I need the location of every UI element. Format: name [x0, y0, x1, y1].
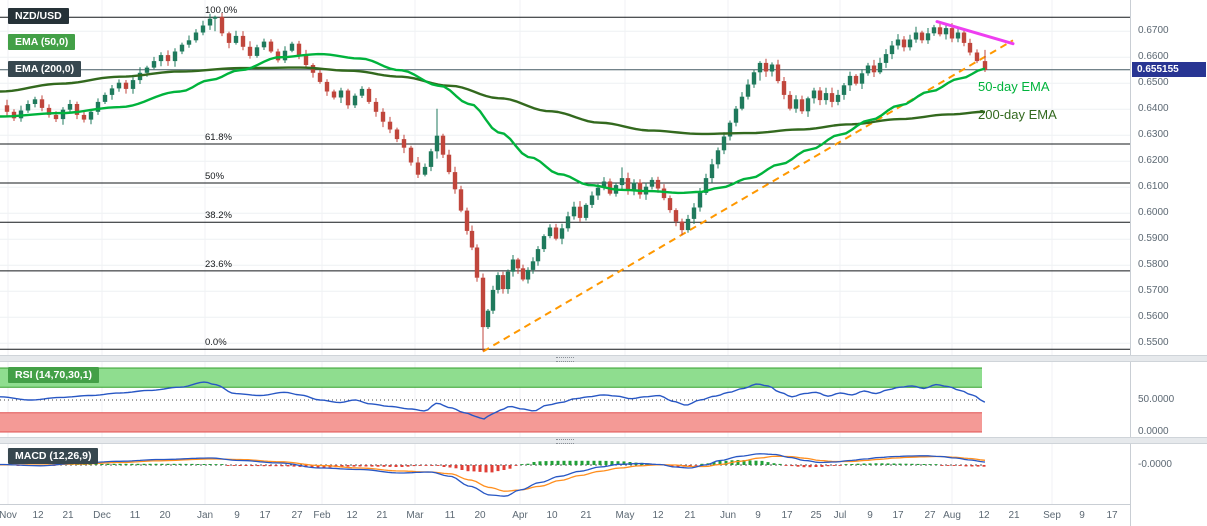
- price-axis-label: 0.5700: [1138, 285, 1169, 297]
- rsi-axis-label: 50.0000: [1138, 394, 1175, 405]
- time-axis-day-label: 21: [62, 510, 74, 521]
- time-axis-day-label: 21: [376, 510, 388, 521]
- macd-axis-label: -0.0000: [1138, 459, 1172, 470]
- time-axis-day-label: 17: [1106, 510, 1118, 521]
- fib-level-label: 23.6%: [205, 258, 232, 270]
- macd-indicator-badge[interactable]: MACD (12,26,9): [8, 448, 99, 464]
- symbol-badge[interactable]: NZD/USD: [8, 8, 69, 24]
- rsi-line: [0, 381, 986, 420]
- fib-level-label: 100.0%: [205, 5, 238, 17]
- resistance-line: [935, 20, 1015, 46]
- time-axis-month-label: Apr: [512, 510, 528, 521]
- macd-signal-line: [0, 455, 986, 492]
- price-axis-label: 0.5800: [1138, 259, 1169, 271]
- time-axis-month-label: Aug: [943, 510, 961, 521]
- rsi-axis-label: 0.0000: [1138, 426, 1169, 437]
- ascending-trendline: [482, 39, 1014, 353]
- time-axis-month-label: Nov: [0, 510, 17, 521]
- ema50-annotation: 50-day EMA: [978, 79, 1050, 94]
- time-axis-day-label: 11: [444, 510, 456, 521]
- time-axis-day-label: 12: [32, 510, 44, 521]
- rsi-oversold-band: [0, 412, 982, 432]
- time-axis-day-label: 17: [892, 510, 904, 521]
- price-panel[interactable]: NZD/USD EMA (50,0) EMA (200,0) 50-day EM…: [0, 0, 1130, 355]
- time-axis-day-label: 9: [1079, 510, 1085, 521]
- fib-level-label: 38.2%: [205, 210, 232, 222]
- fib-level-label: 50%: [205, 171, 225, 183]
- ema50-line: [0, 52, 986, 195]
- price-axis-label: 0.5600: [1138, 311, 1169, 323]
- rsi-overbought-band: [0, 368, 982, 388]
- macd-line: [0, 453, 985, 497]
- price-chart-canvas[interactable]: [0, 0, 1130, 355]
- price-axis-label: 0.6700: [1138, 25, 1169, 37]
- time-axis-day-label: 12: [652, 510, 664, 521]
- time-axis-month-label: Sep: [1043, 510, 1061, 521]
- price-axis-label: 0.5500: [1138, 337, 1169, 349]
- time-axis-day-label: 27: [291, 510, 303, 521]
- ema200-line: [0, 66, 986, 136]
- ema200-annotation: 200-day EMA: [978, 107, 1057, 122]
- time-axis-day-label: 12: [978, 510, 990, 521]
- time-axis-day-label: 17: [259, 510, 271, 521]
- panel-divider: [0, 355, 1207, 362]
- candles-group: [4, 13, 988, 352]
- time-axis-day-label: 9: [755, 510, 761, 521]
- time-axis-month-label: May: [615, 510, 635, 521]
- time-axis-day-label: 12: [346, 510, 358, 521]
- price-axis-label: 0.6400: [1138, 103, 1169, 115]
- rsi-chart-canvas[interactable]: [0, 362, 1130, 437]
- price-axis-label: 0.6500: [1138, 77, 1169, 89]
- price-axis-label: 0.6200: [1138, 155, 1169, 167]
- macd-chart-canvas[interactable]: [0, 444, 1130, 504]
- time-axis-day-label: 21: [580, 510, 592, 521]
- fib-level-label: 0.0%: [205, 337, 227, 349]
- time-axis-day-label: 20: [474, 510, 486, 521]
- price-axis-label: 0.6000: [1138, 207, 1169, 219]
- time-axis-day-label: 9: [867, 510, 873, 521]
- macd-panel[interactable]: MACD (12,26,9): [0, 444, 1130, 504]
- time-axis-month-label: Feb: [313, 510, 331, 521]
- price-axis-label: 0.6100: [1138, 181, 1169, 193]
- time-axis-day-label: 9: [234, 510, 240, 521]
- price-axis-label: 0.5900: [1138, 233, 1169, 245]
- time-axis-month-label: Mar: [406, 510, 424, 521]
- time-axis-day-label: 10: [546, 510, 558, 521]
- price-axis-label: 0.6300: [1138, 129, 1169, 141]
- fib-level-label: 61.8%: [205, 132, 232, 144]
- time-axis[interactable]: Nov 12 21 Dec 11 20 Jan 9 17 27 Feb 12 21 Mar 11 20 Apr 1…: [0, 504, 1207, 526]
- price-axis-label: 0.6600: [1138, 51, 1169, 63]
- rsi-panel-resize-handle[interactable]: [556, 357, 574, 362]
- rsi-panel[interactable]: RSI (14,70,30,1): [0, 362, 1130, 437]
- time-axis-month-label: Dec: [93, 510, 111, 521]
- last-price-flag: 0.655155: [1132, 62, 1206, 77]
- time-axis-day-label: 27: [924, 510, 936, 521]
- time-axis-day-label: 21: [684, 510, 696, 521]
- price-axis[interactable]: 0.655155 0.6700 0.6600 0.6500 0.6400 0.6300 0…: [1130, 0, 1207, 526]
- time-axis-day-label: 25: [810, 510, 822, 521]
- panel-divider: [0, 437, 1207, 444]
- ema50-indicator-badge[interactable]: EMA (50,0): [8, 34, 76, 50]
- ema200-indicator-badge[interactable]: EMA (200,0): [8, 61, 82, 77]
- time-axis-month-label: Jun: [719, 510, 737, 521]
- time-axis-day-label: 11: [129, 510, 141, 521]
- time-axis-day-label: 17: [781, 510, 793, 521]
- time-axis-month-label: Jan: [196, 510, 214, 521]
- macd-panel-resize-handle[interactable]: [556, 439, 574, 444]
- time-axis-day-label: 21: [1008, 510, 1020, 521]
- time-axis-day-label: 20: [159, 510, 171, 521]
- rsi-indicator-badge[interactable]: RSI (14,70,30,1): [8, 367, 100, 383]
- time-axis-month-label: Jul: [833, 510, 847, 521]
